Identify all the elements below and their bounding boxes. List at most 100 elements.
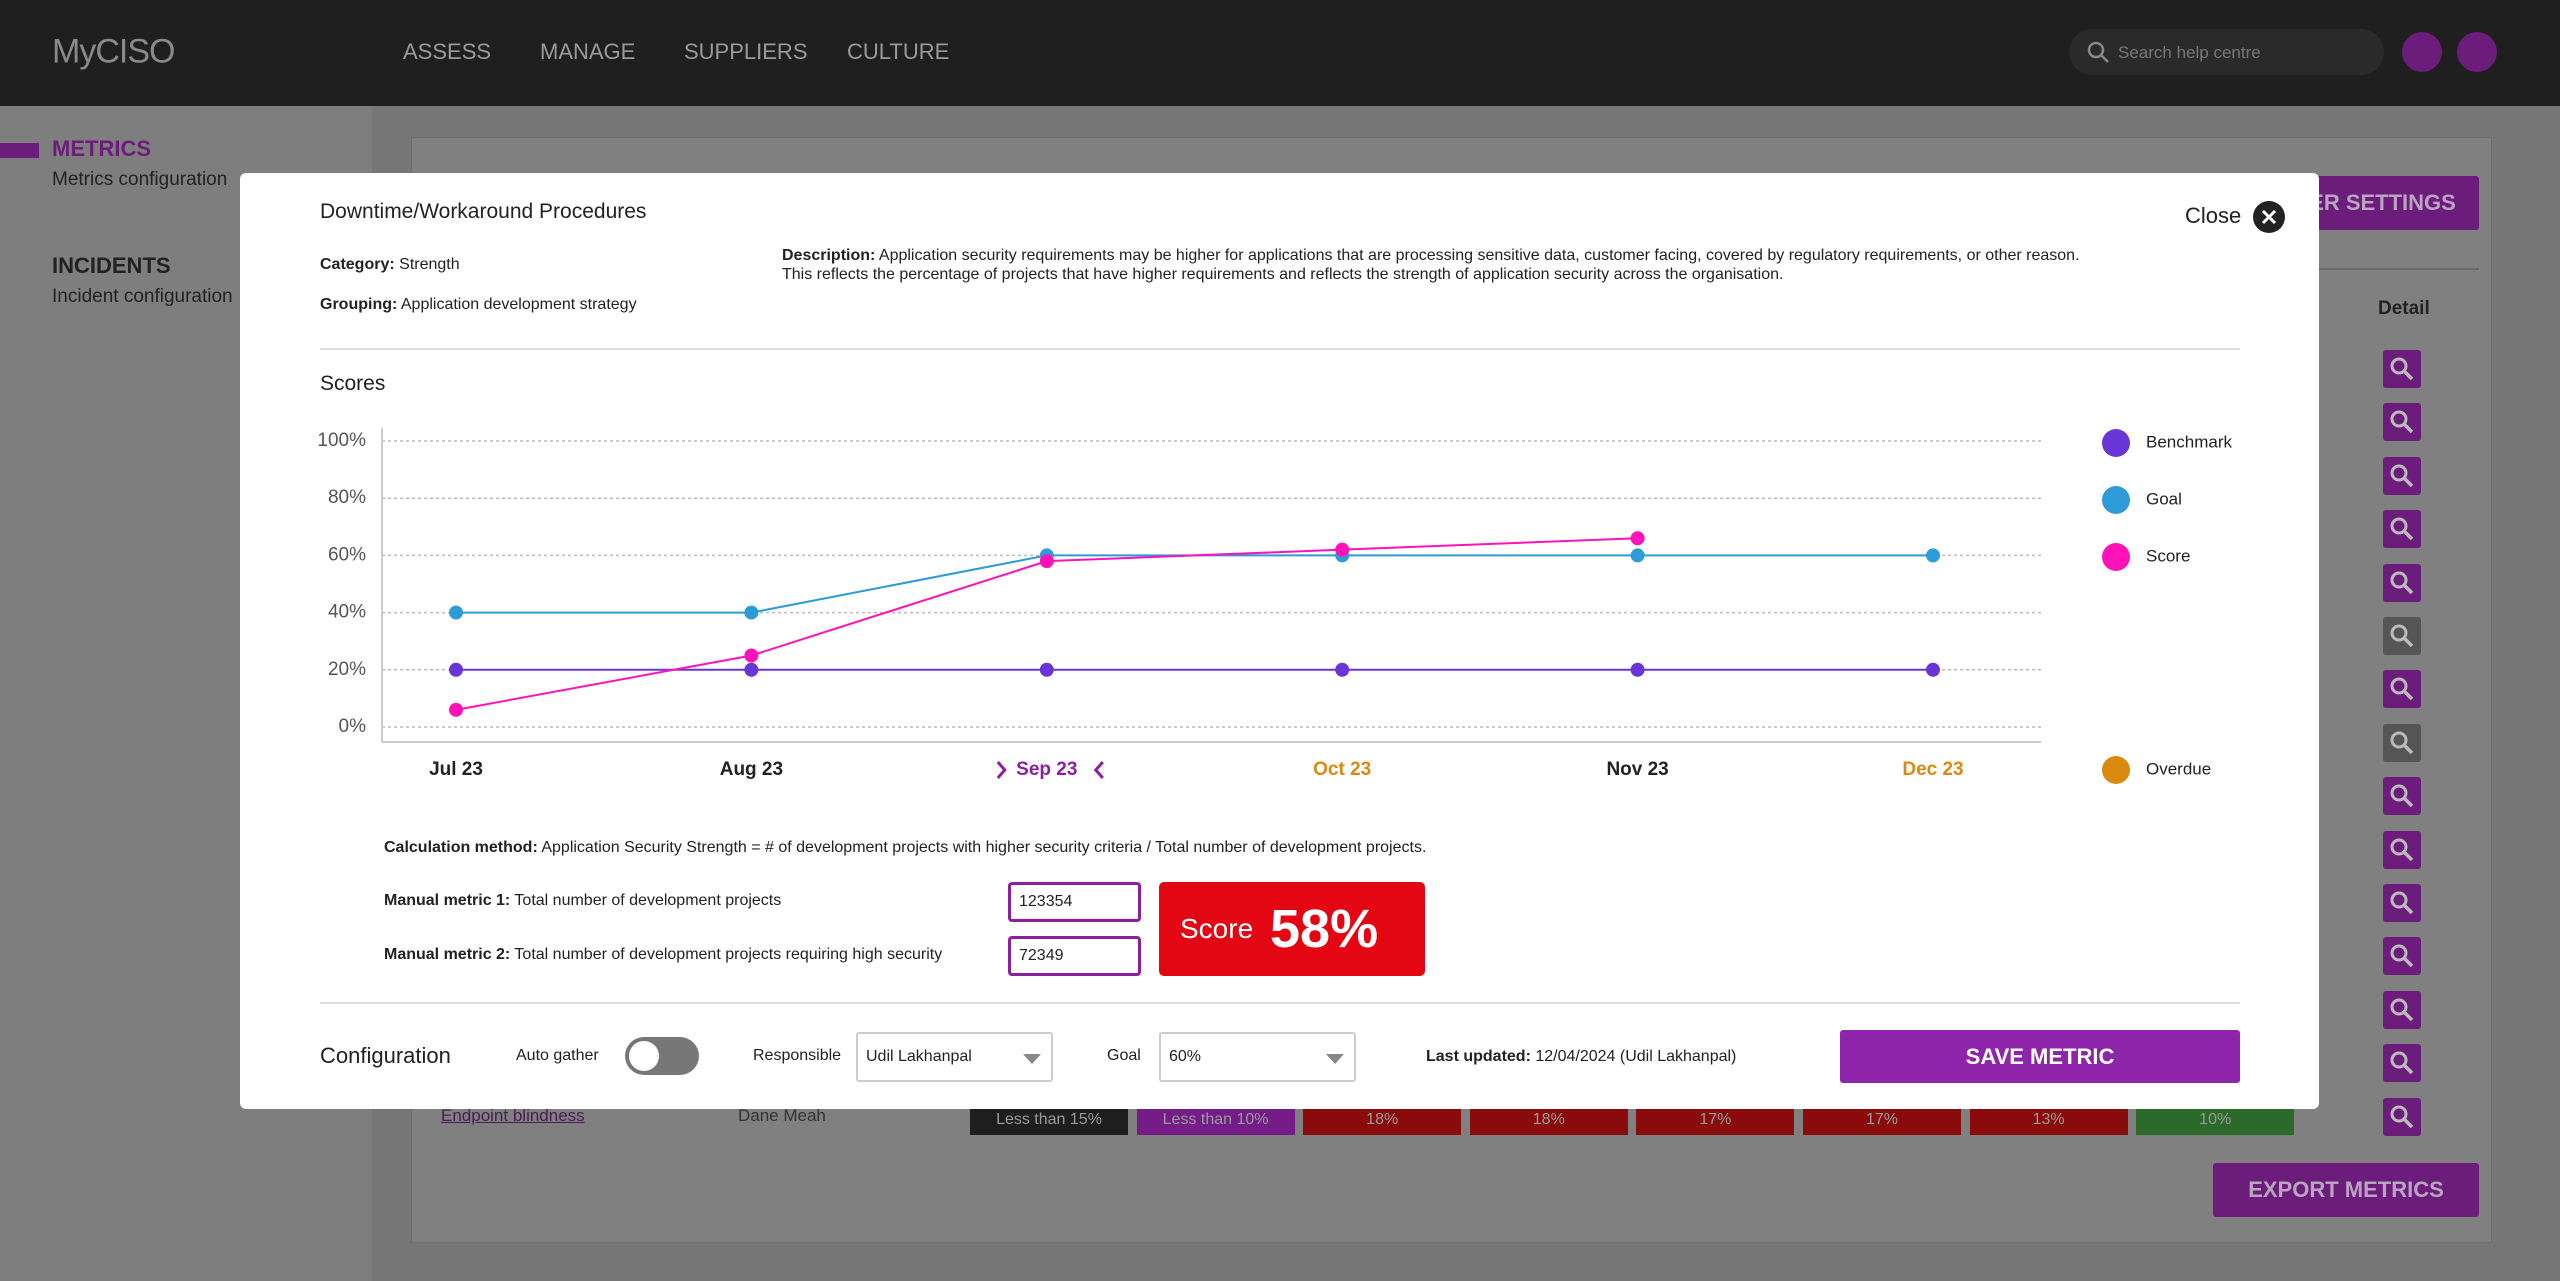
responsible-value: Udil Lakhanpal <box>866 1048 972 1065</box>
legend-label: Goal <box>2146 489 2182 508</box>
legend-label: Score <box>2146 546 2190 565</box>
last-updated-label: Last updated: <box>1426 1048 1531 1065</box>
category: Category: Strength <box>320 256 460 274</box>
row-cell: Less than 10% <box>1136 1104 1295 1135</box>
row-cell: 10% <box>2136 1104 2295 1135</box>
nav-item[interactable]: ASSESS <box>403 39 492 64</box>
search-box[interactable] <box>2069 29 2384 75</box>
active-marker <box>0 143 39 158</box>
detail-button[interactable] <box>2383 617 2421 655</box>
row-cell: 13% <box>1969 1104 2128 1135</box>
close-button[interactable] <box>2252 200 2286 234</box>
x-tick-label: Nov 23 <box>1606 759 1668 780</box>
x-tick-label: Dec 23 <box>1902 759 1963 780</box>
magnifier-icon <box>2390 357 2414 381</box>
manual-metric-label: Manual metric 1: <box>384 892 511 909</box>
description-line: This reflects the percentage of projects… <box>782 266 1784 283</box>
data-point <box>744 648 759 663</box>
magnifier-icon <box>2390 410 2414 434</box>
y-tick-label: 80% <box>328 487 366 508</box>
export-button[interactable]: EXPORT METRICS <box>2213 1163 2479 1217</box>
magnifier-icon <box>2390 944 2414 968</box>
goal-select[interactable]: 60% <box>1159 1032 1356 1082</box>
description-label: Description: <box>782 247 876 264</box>
detail-button[interactable] <box>2383 1097 2421 1136</box>
responsible-select[interactable]: Udil Lakhanpal <box>856 1032 1053 1082</box>
magnifier-icon <box>2390 731 2414 755</box>
responsible-label: Responsible <box>753 1047 842 1064</box>
detail-button[interactable] <box>2383 723 2421 762</box>
magnifier-icon <box>2390 784 2414 808</box>
calculation: Calculation method: Application Security… <box>384 839 1426 857</box>
data-point <box>1630 662 1645 677</box>
data-point <box>1335 662 1350 677</box>
detail-button[interactable] <box>2383 350 2421 388</box>
legend-swatch <box>2102 486 2130 514</box>
x-tick-label: Oct 23 <box>1313 759 1371 780</box>
close-label[interactable]: Close <box>2185 203 2242 228</box>
magnifier-icon <box>2390 891 2414 915</box>
detail-button[interactable] <box>2383 884 2421 922</box>
save-button[interactable]: SAVE METRIC <box>1840 1030 2240 1083</box>
data-point <box>449 605 463 620</box>
avatar[interactable] <box>2457 32 2497 72</box>
detail-button[interactable] <box>2383 990 2421 1029</box>
legend-swatch <box>2102 543 2130 571</box>
detail-button[interactable] <box>2383 563 2421 602</box>
scores-title: Scores <box>320 372 386 395</box>
sidebar-title[interactable]: METRICS <box>52 136 151 161</box>
manual-metric-input[interactable]: 72349 <box>1008 936 1141 976</box>
row-name[interactable]: Endpoint blindness <box>441 1106 585 1125</box>
description-line: Application security requirements may be… <box>878 247 2080 264</box>
detail-button[interactable] <box>2383 510 2421 549</box>
calculation-label: Calculation method: <box>384 839 538 856</box>
modal-title: Downtime/Workaround Procedures <box>320 200 647 223</box>
detail-button[interactable] <box>2383 403 2421 442</box>
score-value: 58% <box>1270 899 1379 959</box>
legend-label: Overdue <box>2146 759 2211 778</box>
sidebar-link[interactable]: Incident configuration <box>52 286 233 307</box>
detail-button[interactable] <box>2383 670 2421 709</box>
category-value: Strength <box>399 256 460 273</box>
magnifier-icon <box>2390 1105 2414 1128</box>
series-line <box>456 554 1933 614</box>
auto-gather-toggle[interactable] <box>625 1037 699 1075</box>
data-point <box>1630 548 1645 563</box>
data-point <box>1926 548 1940 563</box>
detail-button[interactable] <box>2383 1044 2421 1083</box>
y-tick-label: 60% <box>328 544 366 565</box>
magnifier-icon <box>2390 464 2414 488</box>
x-tick-label: Aug 23 <box>720 759 783 780</box>
dropdown-arrow <box>1023 1054 1041 1064</box>
sidebar-title[interactable]: INCIDENTS <box>52 253 171 278</box>
detail-button[interactable] <box>2383 830 2421 869</box>
manual-metric: Manual metric 2: Total number of develop… <box>384 946 942 964</box>
manual-metric-input[interactable]: 123354 <box>1008 882 1141 922</box>
configuration-title: Configuration <box>320 1043 451 1068</box>
data-point <box>1039 554 1054 569</box>
toggle-knob <box>629 1041 659 1071</box>
grouping: Grouping: Application development strate… <box>320 296 637 314</box>
dropdown-arrow <box>1326 1054 1344 1064</box>
divider <box>2286 268 2479 270</box>
grouping-value: Application development strategy <box>400 296 637 313</box>
detail-button[interactable] <box>2383 937 2421 976</box>
last-updated-value: 12/04/2024 (Udil Lakhanpal) <box>1535 1048 1737 1065</box>
row-owner: Dane Meah <box>738 1106 826 1125</box>
detail-button[interactable] <box>2383 456 2421 495</box>
logo[interactable]: MyCISO <box>52 32 175 71</box>
sidebar-link[interactable]: Metrics configuration <box>52 169 228 190</box>
nav-item[interactable]: CULTURE <box>847 39 950 64</box>
nav-item[interactable]: SUPPLIERS <box>684 39 808 64</box>
divider <box>320 1002 2240 1004</box>
nav-item[interactable]: MANAGE <box>540 39 636 64</box>
notifications[interactable] <box>2402 32 2442 72</box>
data-point <box>744 662 759 677</box>
magnifier-icon <box>2390 1051 2414 1075</box>
detail-button[interactable] <box>2383 777 2421 816</box>
grouping-label: Grouping: <box>320 296 398 313</box>
calculation-text: Application Security Strength = # of dev… <box>541 839 1427 856</box>
magnifier-icon <box>2390 571 2414 594</box>
manual-metric-text: Total number of development projects <box>514 892 782 909</box>
